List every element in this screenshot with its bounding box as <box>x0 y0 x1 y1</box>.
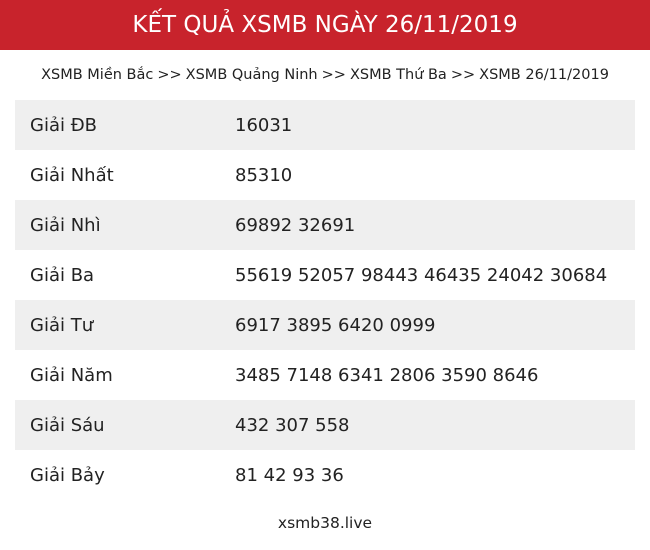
prize-row: Giải Ba 55619 52057 98443 46435 24042 306… <box>15 250 635 300</box>
prize-row: Giải Tư 6917 3895 6420 0999 <box>15 300 635 350</box>
prize-numbers: 81 42 93 36 <box>235 464 344 486</box>
breadcrumb-link[interactable]: XSMB Miền Bắc <box>41 67 154 83</box>
breadcrumb-separator: >> <box>321 67 346 83</box>
prize-row: Giải Năm 3485 7148 6341 2806 3590 8646 <box>15 350 635 400</box>
prize-numbers: 55619 52057 98443 46435 24042 30684 <box>235 264 608 286</box>
prize-numbers: 85310 <box>235 164 293 186</box>
prize-name: Giải Tư <box>15 300 235 350</box>
prize-numbers: 432 307 558 <box>235 400 635 450</box>
page-title: KẾT QUẢ XSMB NGÀY 26/11/2019 <box>132 12 518 38</box>
prize-numbers: 6917 3895 6420 0999 <box>235 300 635 350</box>
breadcrumb-separator: >> <box>450 67 476 83</box>
breadcrumb: XSMB Miền Bắc >> XSMB Quảng Ninh >> XSMB Thứ… <box>0 50 650 100</box>
prize-numbers: 16031 <box>235 100 635 150</box>
breadcrumb-separator: >> <box>157 67 182 83</box>
prize-numbers: 69892 32691 <box>235 200 635 250</box>
prize-name: Giải Nhất <box>30 164 114 186</box>
breadcrumb-link[interactable]: XSMB Quảng Ninh <box>185 67 318 83</box>
prize-row: Giải ĐB 16031 <box>15 100 635 150</box>
header: KẾT QUẢ XSMB NGÀY 26/11/2019 <box>0 0 650 50</box>
prize-name: Giải Bảy <box>30 464 105 486</box>
prize-row: Giải Nhì 69892 32691 <box>15 200 635 250</box>
breadcrumb-link[interactable]: XSMB Thứ Ba <box>349 67 447 83</box>
prize-row: Giải Bảy 81 42 93 36 <box>15 450 635 500</box>
results-table: Giải ĐB 16031 Giải Nhất 85310 Giải Nhì 69892 … <box>15 100 635 500</box>
prize-row: Giải Sáu 432 307 558 <box>15 400 635 450</box>
prize-name: Giải Năm <box>30 364 113 386</box>
breadcrumb-link[interactable]: XSMB 26/11/2019 <box>479 67 609 83</box>
prize-row: Giải Nhất 85310 <box>15 150 635 200</box>
prize-name: Giải Ba <box>30 264 95 286</box>
footer[interactable]: xsmb38.live <box>277 514 373 532</box>
prize-name: Giải ĐB <box>15 100 235 150</box>
prize-numbers: 3485 7148 6341 2806 3590 8646 <box>235 364 539 386</box>
prize-name: Giải Sáu <box>15 400 235 450</box>
prize-name: Giải Nhì <box>15 200 235 250</box>
